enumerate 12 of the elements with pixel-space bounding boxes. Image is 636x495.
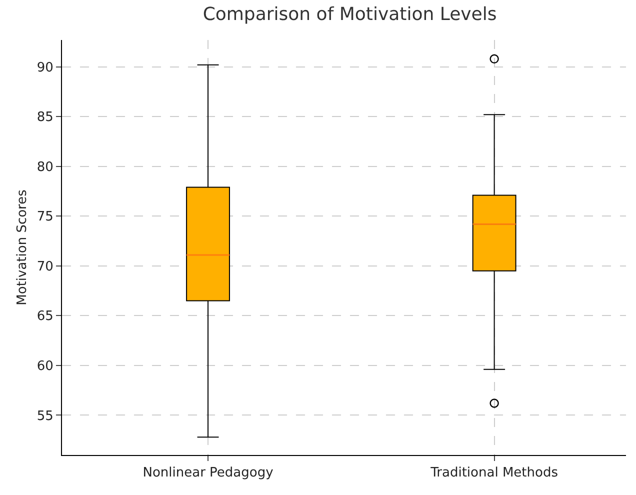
y-tick-label: 65 — [36, 309, 54, 324]
x-tick-label: Nonlinear Pedagogy — [142, 466, 274, 481]
y-tick-label: 55 — [36, 408, 54, 424]
chart-title: Comparison of Motivation Levels — [202, 4, 497, 26]
y-tick-label: 60 — [36, 358, 54, 374]
y-axis-title: Motivation Scores — [15, 189, 30, 306]
y-tick-label: 80 — [36, 160, 54, 175]
y-tick-label: 85 — [36, 110, 54, 126]
y-tick-label: 75 — [36, 210, 54, 225]
y-tick-label: 70 — [36, 259, 54, 274]
y-tick-label: 90 — [36, 60, 54, 76]
x-tick-label: Traditional Methods — [430, 466, 558, 481]
